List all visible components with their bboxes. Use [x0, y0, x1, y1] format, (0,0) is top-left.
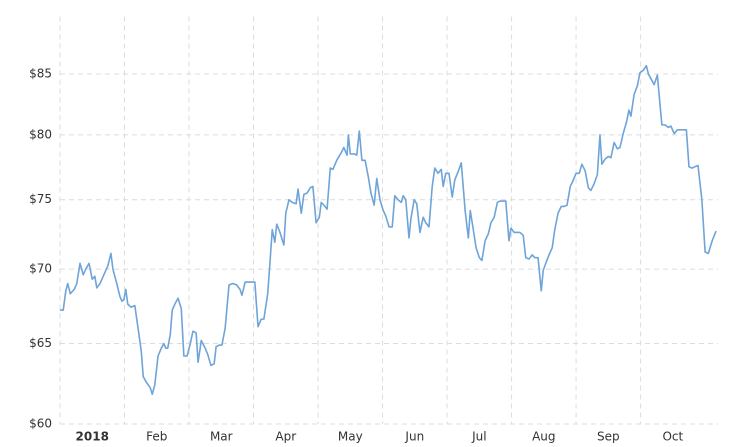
y-tick-label: $65: [29, 336, 52, 350]
price-line: [60, 64, 717, 396]
x-tick-label: Aug: [532, 430, 555, 444]
x-tick-label: Apr: [275, 430, 296, 444]
y-tick-label: $60: [29, 417, 52, 431]
x-tick-label: Jun: [404, 430, 424, 444]
x-tick-label: 2018: [76, 430, 109, 444]
x-tick-label: May: [338, 430, 363, 444]
x-tick-label: Feb: [146, 430, 167, 444]
x-tick-label: Jul: [471, 430, 486, 444]
x-tick-label: Oct: [662, 430, 683, 444]
y-tick-label: $85: [29, 66, 52, 80]
y-tick-label: $80: [29, 127, 52, 141]
y-tick-label: $70: [29, 262, 52, 276]
x-tick-label: Mar: [210, 430, 233, 444]
x-tick-label: Sep: [597, 430, 620, 444]
y-tick-label: $75: [29, 192, 52, 206]
